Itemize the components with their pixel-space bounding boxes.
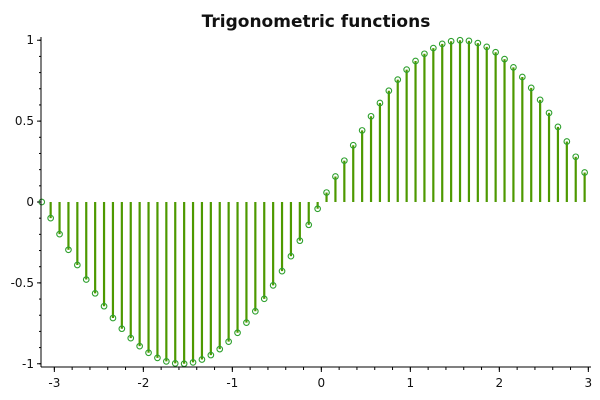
y-tick-label: 0.5 xyxy=(15,114,34,128)
stem-marker xyxy=(323,189,330,196)
stem-marker xyxy=(225,338,232,345)
stem-marker xyxy=(198,356,206,363)
x-tick-label: -1 xyxy=(226,376,238,390)
stem-marker xyxy=(358,127,366,134)
stem-marker xyxy=(376,99,384,107)
stem-marker xyxy=(278,267,286,275)
stem-marker xyxy=(403,66,410,73)
stem-marker xyxy=(260,295,268,303)
stem-marker xyxy=(349,141,357,149)
stem-marker xyxy=(207,351,215,359)
stem-marker xyxy=(82,276,90,283)
stem-marker xyxy=(118,325,126,333)
stem-marker xyxy=(367,112,375,120)
stem-marker xyxy=(305,221,313,229)
x-tick-label: 2 xyxy=(496,376,504,390)
stem-marker xyxy=(216,345,224,353)
stem-marker xyxy=(269,282,277,289)
stem-marker xyxy=(527,84,535,92)
stem-marker xyxy=(56,230,63,238)
stem-marker xyxy=(456,36,464,44)
stem-marker xyxy=(474,39,482,47)
stem-marker xyxy=(492,48,499,56)
stem-marker xyxy=(483,43,491,51)
stem-marker xyxy=(394,76,402,83)
x-tick-label: -2 xyxy=(137,376,149,390)
stem-marker xyxy=(314,205,321,213)
stem-marker xyxy=(234,329,241,337)
x-tick-label: -3 xyxy=(48,376,60,390)
stem-marker xyxy=(189,359,197,366)
y-tick-label: 1 xyxy=(26,33,34,47)
stem-marker xyxy=(251,307,259,315)
stem-marker xyxy=(73,261,81,269)
stem-marker xyxy=(136,342,143,350)
stems-layer xyxy=(49,40,586,364)
stem-marker xyxy=(518,73,526,81)
stem-marker xyxy=(91,289,99,297)
stem-marker xyxy=(145,349,152,357)
stem-marker xyxy=(154,354,161,362)
y-tick-label: -1 xyxy=(22,357,34,371)
stem-marker xyxy=(332,173,339,180)
stem-marker xyxy=(162,358,170,365)
stem-marker xyxy=(287,252,295,260)
stem-marker xyxy=(421,50,428,58)
y-tick-label: 0 xyxy=(26,195,34,209)
stem-marker xyxy=(554,123,562,131)
y-tick-label: -0.5 xyxy=(11,276,34,290)
stem-marker xyxy=(100,302,108,310)
stem-marker xyxy=(340,157,348,165)
stem-marker xyxy=(438,40,446,48)
stem-marker xyxy=(563,138,571,145)
stem-marker xyxy=(109,314,117,322)
stem-marker xyxy=(65,246,72,254)
stem-marker xyxy=(465,37,473,45)
stem-marker xyxy=(447,37,455,45)
stem-marker xyxy=(296,237,304,245)
stem-marker xyxy=(47,214,54,222)
x-tick-label: 1 xyxy=(407,376,415,390)
stem-marker xyxy=(581,169,588,176)
x-tick-label: 3 xyxy=(585,376,593,390)
stem-marker xyxy=(412,57,419,65)
chart-title: Trigonometric functions xyxy=(202,12,431,32)
axes-layer: -1 -0.5 0 0.5 1 -3 -2 -1 0 1 2 3 xyxy=(11,33,593,390)
stem-marker xyxy=(572,153,580,161)
stem-marker xyxy=(127,334,135,342)
x-tick-label: 0 xyxy=(318,376,326,390)
stem-marker xyxy=(429,44,437,52)
stem-marker xyxy=(501,55,508,63)
stem-marker xyxy=(545,109,553,117)
stem-marker xyxy=(510,64,517,71)
stem-marker xyxy=(171,360,179,367)
stem-marker xyxy=(385,87,393,95)
stem-marker xyxy=(243,319,250,326)
stem-marker xyxy=(536,96,544,104)
